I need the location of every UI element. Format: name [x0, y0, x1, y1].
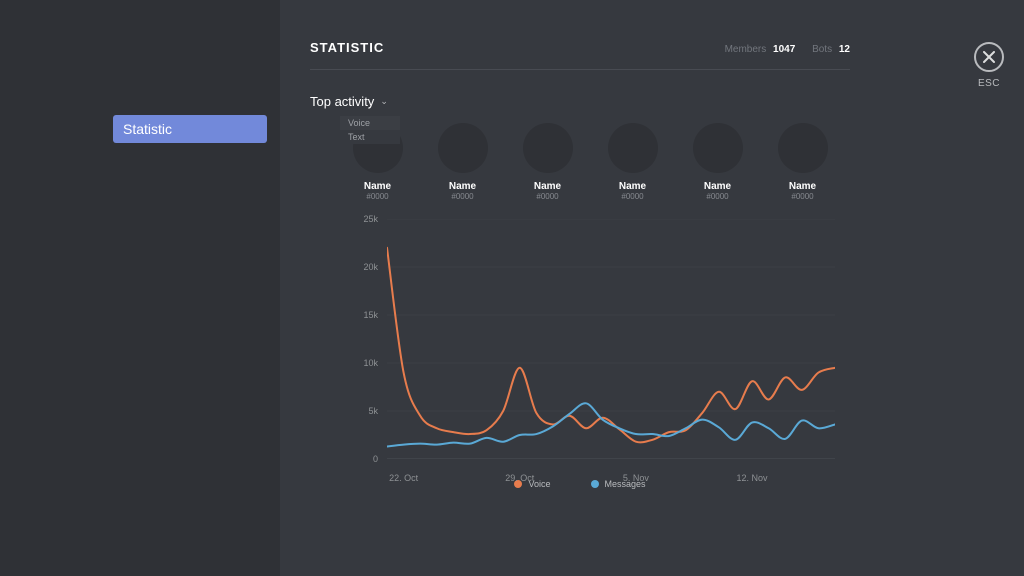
sidebar-item-label: Statistic: [123, 121, 172, 137]
avatar-tag: #0000: [366, 192, 388, 201]
top-activity-avatars: Name #0000 Name #0000 Name #0000 Name #0…: [350, 123, 974, 201]
close-label: ESC: [978, 78, 1000, 89]
activity-chart: 05k10k15k20k25k 22. Oct29. Oct5. Nov12. …: [355, 219, 835, 459]
y-tick-label: 5k: [368, 406, 378, 416]
bots-label: Bots: [812, 44, 832, 55]
avatar: [523, 123, 573, 173]
sidebar-item-statistic[interactable]: Statistic: [113, 115, 267, 143]
chart-y-axis: 05k10k15k20k25k: [350, 219, 378, 459]
avatar-item[interactable]: Name #0000: [520, 123, 575, 201]
avatar: [778, 123, 828, 173]
y-tick-label: 25k: [363, 214, 378, 224]
x-tick-label: 22. Oct: [389, 473, 418, 483]
x-tick-label: 29. Oct: [505, 473, 534, 483]
legend-dot-icon: [591, 480, 599, 488]
avatar-item[interactable]: Name #0000: [605, 123, 660, 201]
avatar: [608, 123, 658, 173]
sidebar: Statistic: [0, 0, 280, 576]
avatar-item[interactable]: Name #0000: [690, 123, 745, 201]
avatar-tag: #0000: [791, 192, 813, 201]
activity-dropdown[interactable]: Top activity ⌄: [310, 94, 388, 109]
dropdown-option-voice[interactable]: Voice: [340, 116, 400, 130]
y-tick-label: 20k: [363, 262, 378, 272]
avatar-tag: #0000: [706, 192, 728, 201]
avatar-name: Name: [789, 181, 816, 192]
avatar: [693, 123, 743, 173]
header: STATISTIC Members 1047 Bots 12: [310, 40, 850, 70]
close-button[interactable]: ESC: [974, 42, 1004, 89]
x-tick-label: 12. Nov: [737, 473, 768, 483]
bots-count: 12: [839, 44, 850, 55]
avatar-tag: #0000: [536, 192, 558, 201]
avatar-item[interactable]: Name #0000: [435, 123, 490, 201]
y-tick-label: 15k: [363, 310, 378, 320]
avatar-name: Name: [704, 181, 731, 192]
main-panel: ESC STATISTIC Members 1047 Bots 12 Top a…: [280, 0, 1024, 576]
x-tick-label: 5. Nov: [623, 473, 649, 483]
avatar-item[interactable]: Name #0000: [775, 123, 830, 201]
avatar: [438, 123, 488, 173]
y-tick-label: 0: [373, 454, 378, 464]
chart-plot: [387, 219, 835, 459]
page-title: STATISTIC: [310, 40, 384, 55]
dropdown-label: Top activity: [310, 94, 374, 109]
members-label: Members: [725, 44, 767, 55]
avatar-name: Name: [364, 181, 391, 192]
dropdown-option-text[interactable]: Text: [340, 130, 400, 144]
close-icon: [974, 42, 1004, 72]
chevron-down-icon: ⌄: [380, 96, 388, 107]
avatar-tag: #0000: [451, 192, 473, 201]
y-tick-label: 10k: [363, 358, 378, 368]
avatar-tag: #0000: [621, 192, 643, 201]
header-meta: Members 1047 Bots 12: [725, 44, 850, 55]
avatar-name: Name: [534, 181, 561, 192]
avatar-name: Name: [449, 181, 476, 192]
members-count: 1047: [773, 44, 795, 55]
dropdown-menu: Voice Text: [340, 116, 400, 144]
avatar-name: Name: [619, 181, 646, 192]
